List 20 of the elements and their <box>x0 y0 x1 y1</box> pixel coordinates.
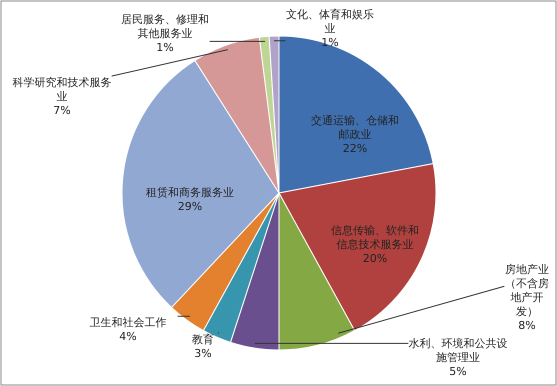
data-label: 3% <box>193 347 213 361</box>
slice-label: 水利、环境和公共设施管理业 <box>408 337 508 365</box>
data-label: 29% <box>176 200 204 214</box>
data-label: 5% <box>448 365 468 379</box>
data-label: 4% <box>118 330 138 344</box>
data-label: 20% <box>362 252 388 266</box>
data-label: 1% <box>320 36 340 50</box>
slice-label: 信息传输、软件和信息技术服务业 <box>330 224 420 252</box>
data-label: 22% <box>342 142 368 156</box>
slice-label: 居民服务、修理和其他服务业 <box>120 13 210 41</box>
slice-label: 教育 <box>191 333 215 347</box>
slice-label: 文化、体育和娱乐业 <box>285 8 375 36</box>
slice-label: 房地产业（不含房地产开发） <box>504 263 550 319</box>
slice-label: 交通运输、仓储和邮政业 <box>310 114 400 142</box>
data-label: 7% <box>52 104 72 118</box>
slice-label: 租赁和商务服务业 <box>145 186 235 200</box>
slice-label: 科学研究和技术服务业 <box>12 76 112 104</box>
data-label: 8% <box>517 319 537 333</box>
data-label: 1% <box>155 41 175 55</box>
slice-label: 卫生和社会工作 <box>88 316 168 330</box>
